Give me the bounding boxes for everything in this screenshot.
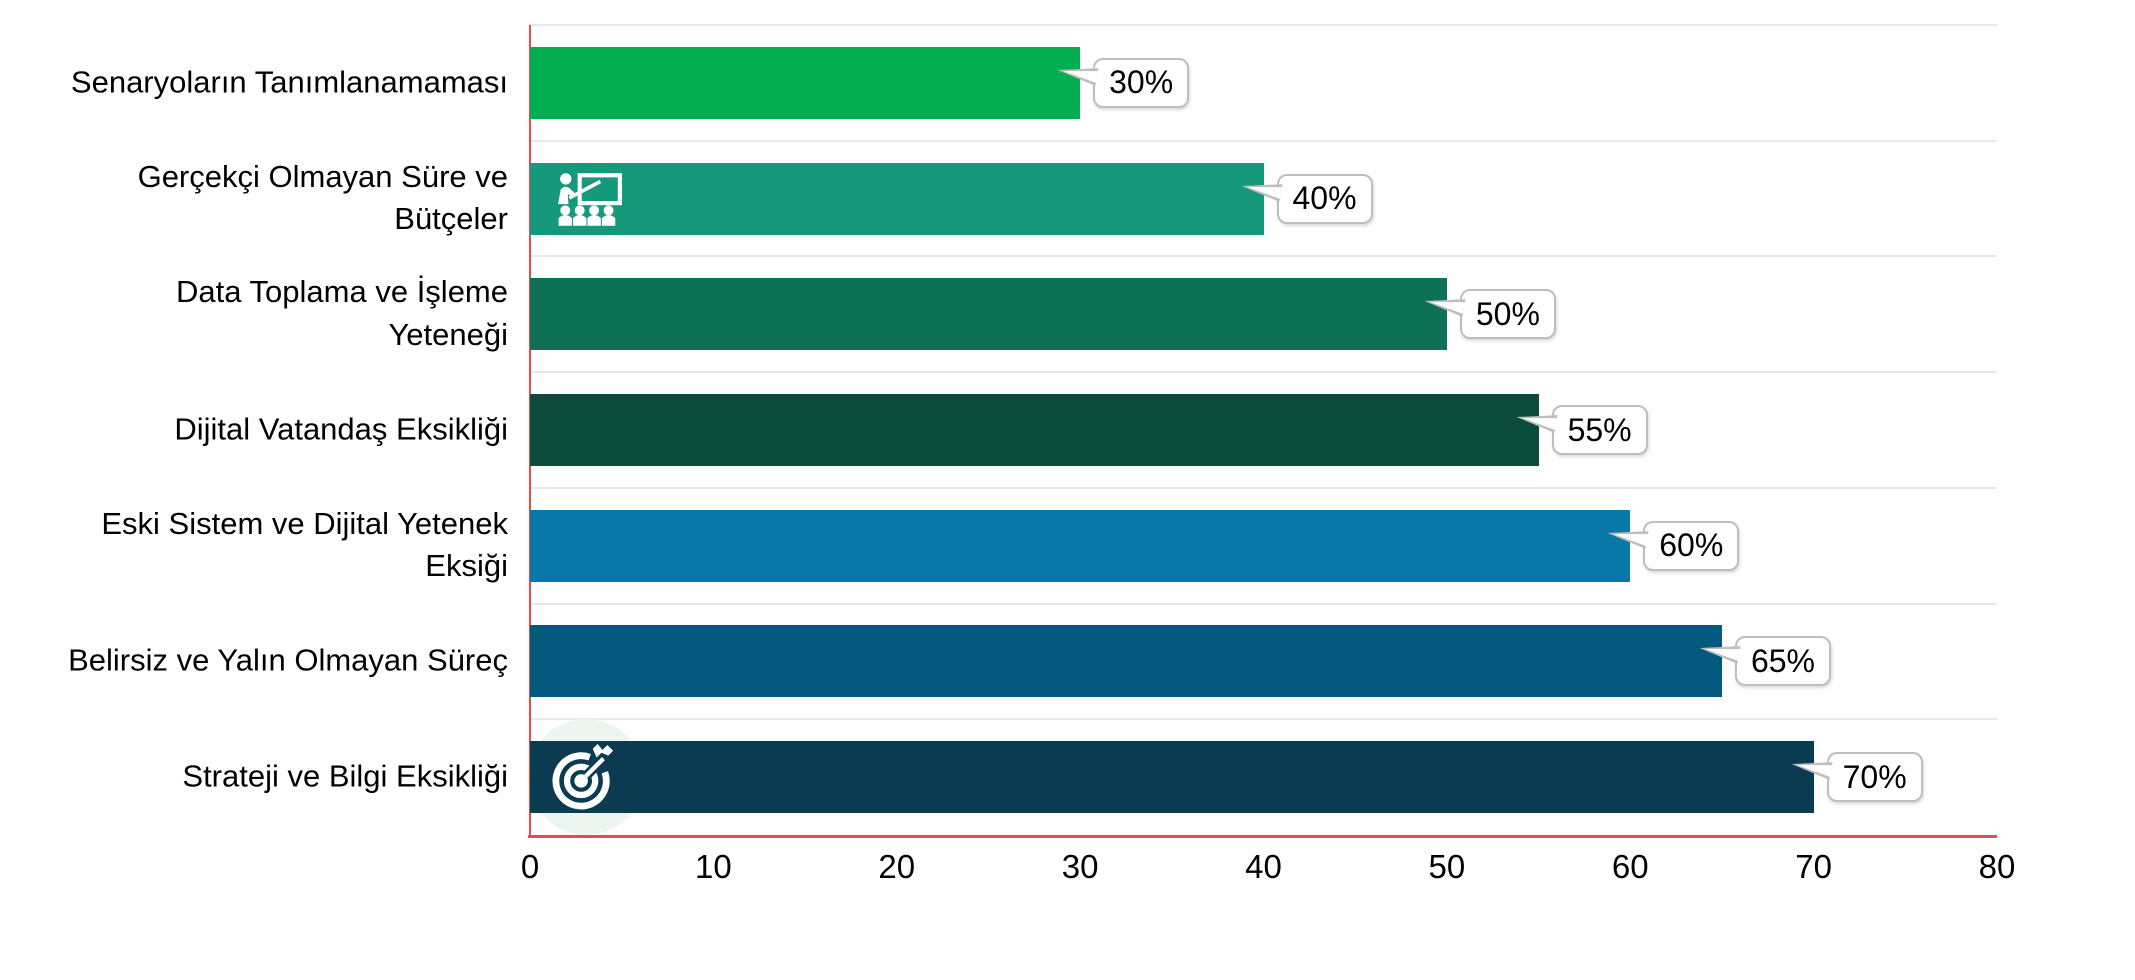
bar xyxy=(530,394,1539,466)
x-axis-tick-label: 0 xyxy=(520,848,540,885)
x-axis-tick-label: 50 xyxy=(1428,848,1466,885)
data-label-callout: 50% xyxy=(1459,289,1556,340)
gridline xyxy=(530,24,1997,26)
category-label: Eski Sistem ve Dijital Yetenek Eksiği xyxy=(101,505,508,584)
data-label-callout: 60% xyxy=(1643,520,1740,571)
gridline xyxy=(530,371,1997,374)
gridline xyxy=(530,255,1997,258)
x-axis-tick-label: 70 xyxy=(1795,848,1832,885)
x-axis-tick-label: 20 xyxy=(878,848,916,885)
category-label: Senaryoların Tanımlanamaması xyxy=(70,64,508,100)
data-label-callout: 70% xyxy=(1826,752,1923,803)
bar xyxy=(530,46,1081,119)
data-label-callout: 30% xyxy=(1093,57,1190,108)
bar xyxy=(530,509,1631,582)
bar xyxy=(530,162,1264,235)
category-label: Belirsiz ve Yalın Olmayan Süreç xyxy=(68,643,508,679)
x-axis-tick-label: 60 xyxy=(1611,848,1649,885)
x-axis-tick-label: 30 xyxy=(1061,848,1099,885)
category-label: Dijital Vatandaş Eksikliği xyxy=(174,411,508,447)
gridline xyxy=(530,718,1997,721)
x-axis-tick-label: 40 xyxy=(1245,848,1282,885)
classroom-presentation-icon xyxy=(558,172,622,226)
category-label: Data Toplama ve İşleme Yeteneği xyxy=(176,274,508,353)
target-arrow-icon xyxy=(552,744,618,810)
gridline xyxy=(530,602,1997,605)
gridline xyxy=(530,139,1997,142)
classroom-presentation-icon xyxy=(556,172,624,226)
category-label: Gerçekçi Olmayan Süre ve Bütçeler xyxy=(137,158,508,237)
bar xyxy=(530,278,1447,351)
x-axis-tick-label: 10 xyxy=(695,848,732,885)
bar xyxy=(530,741,1814,814)
category-label: Strateji ve Bilgi Eksikliği xyxy=(182,758,508,794)
data-label-callout: 65% xyxy=(1734,636,1831,687)
data-label-callout: 55% xyxy=(1551,405,1648,455)
gridline xyxy=(530,486,1997,489)
data-label-callout: 40% xyxy=(1276,173,1373,224)
target-arrow-icon xyxy=(552,744,614,810)
x-axis-line xyxy=(528,835,1997,838)
bar xyxy=(530,625,1722,698)
x-axis-tick-label: 80 xyxy=(1978,848,2016,885)
